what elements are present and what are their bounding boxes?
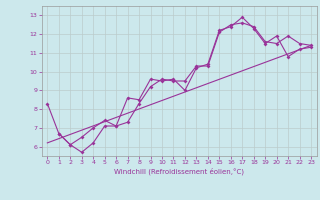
X-axis label: Windchill (Refroidissement éolien,°C): Windchill (Refroidissement éolien,°C) <box>114 168 244 175</box>
